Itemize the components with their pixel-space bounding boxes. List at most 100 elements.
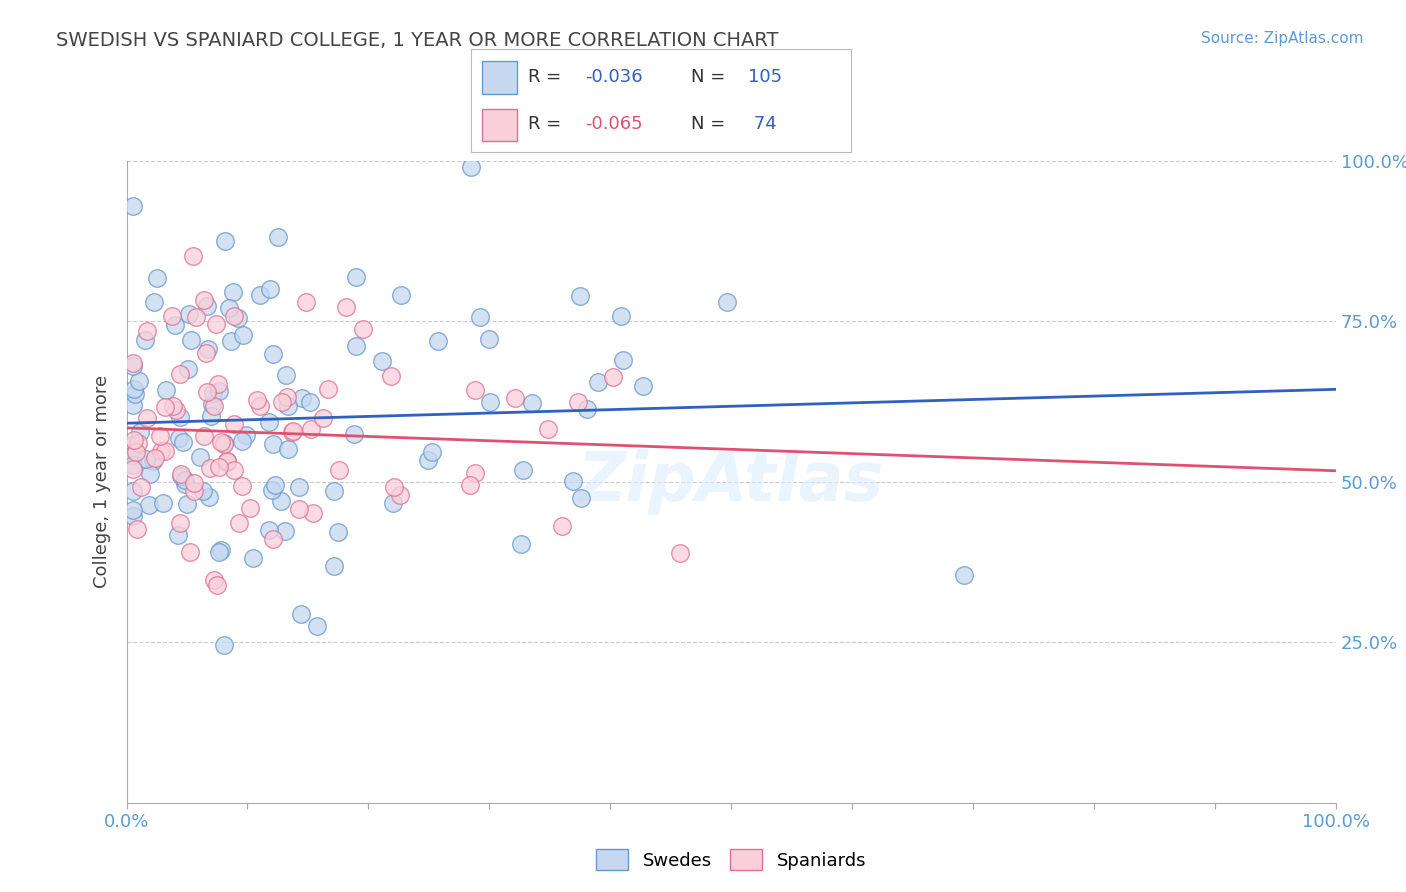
Point: [201, 397, 224, 411]
Text: -0.065: -0.065: [585, 115, 643, 133]
Point: [588, 375, 610, 389]
Point: [121, 398, 143, 412]
Point: [352, 322, 374, 336]
Point: [177, 307, 200, 321]
Point: [422, 445, 444, 459]
Point: [219, 334, 242, 348]
Point: [195, 346, 218, 360]
Point: [181, 249, 204, 263]
Point: [567, 395, 589, 409]
Text: 105: 105: [748, 68, 782, 86]
Point: [169, 367, 191, 381]
Point: [193, 428, 215, 442]
Point: [215, 454, 238, 468]
Point: [274, 368, 297, 382]
Point: [146, 270, 169, 285]
Point: [344, 339, 367, 353]
Point: [145, 451, 167, 466]
Point: [212, 638, 235, 652]
Text: Source: ZipAtlas.com: Source: ZipAtlas.com: [1201, 31, 1364, 46]
Point: [322, 483, 344, 498]
Point: [427, 334, 450, 349]
Point: [163, 318, 186, 333]
Point: [172, 435, 194, 450]
Point: [288, 502, 311, 516]
Point: [280, 425, 302, 440]
Point: [121, 199, 143, 213]
Point: [612, 353, 634, 368]
Point: [478, 332, 501, 346]
Point: [323, 559, 346, 574]
Point: [328, 463, 350, 477]
Point: [184, 310, 207, 324]
Point: [214, 437, 236, 451]
Point: [149, 429, 172, 443]
Point: [200, 409, 222, 423]
Point: [200, 461, 222, 475]
Point: [127, 522, 149, 536]
Point: [277, 400, 299, 414]
Point: [179, 545, 201, 559]
Point: [270, 493, 292, 508]
Point: [214, 435, 236, 450]
Point: [307, 619, 329, 633]
Point: [155, 400, 177, 414]
Point: [478, 395, 501, 409]
Point: [231, 479, 253, 493]
Point: [195, 385, 218, 400]
Point: [510, 537, 533, 551]
Point: [952, 568, 974, 582]
Point: [562, 475, 585, 489]
Point: [177, 361, 200, 376]
Point: [470, 310, 492, 325]
Point: [197, 342, 219, 356]
Point: [208, 384, 231, 398]
Point: [165, 402, 187, 417]
Point: [344, 270, 367, 285]
Point: [155, 384, 177, 398]
Point: [150, 444, 173, 458]
Point: [209, 542, 232, 557]
Point: [188, 450, 211, 465]
Point: [276, 390, 298, 404]
Point: [316, 382, 339, 396]
Bar: [482, 109, 516, 141]
Point: [550, 519, 572, 533]
Point: [232, 327, 254, 342]
Point: [290, 607, 312, 622]
Point: [295, 294, 318, 309]
Point: [224, 463, 246, 477]
Text: N =: N =: [692, 115, 725, 133]
Point: [228, 516, 250, 530]
Point: [121, 461, 143, 475]
Point: [121, 449, 143, 463]
Text: -0.036: -0.036: [585, 68, 643, 86]
Point: [204, 317, 226, 331]
Point: [302, 506, 325, 520]
Point: [138, 467, 160, 481]
Point: [121, 359, 143, 374]
Point: [138, 498, 160, 512]
Point: [262, 437, 284, 451]
Point: [260, 483, 283, 497]
Point: [170, 469, 193, 483]
Point: [536, 422, 558, 436]
Point: [328, 524, 350, 539]
Point: [610, 309, 633, 323]
Point: [335, 300, 357, 314]
Point: [166, 528, 188, 542]
Point: [389, 488, 412, 502]
Point: [222, 285, 245, 300]
Point: [121, 458, 143, 472]
Point: [239, 501, 262, 516]
Point: [257, 415, 280, 429]
Point: [231, 434, 253, 449]
Point: [512, 463, 534, 477]
Point: [134, 333, 156, 347]
Point: [153, 444, 176, 458]
Point: [246, 393, 269, 408]
Point: [242, 551, 264, 566]
Legend: Swedes, Spaniards: Swedes, Spaniards: [589, 842, 873, 877]
Point: [299, 395, 322, 409]
Point: [464, 466, 486, 480]
